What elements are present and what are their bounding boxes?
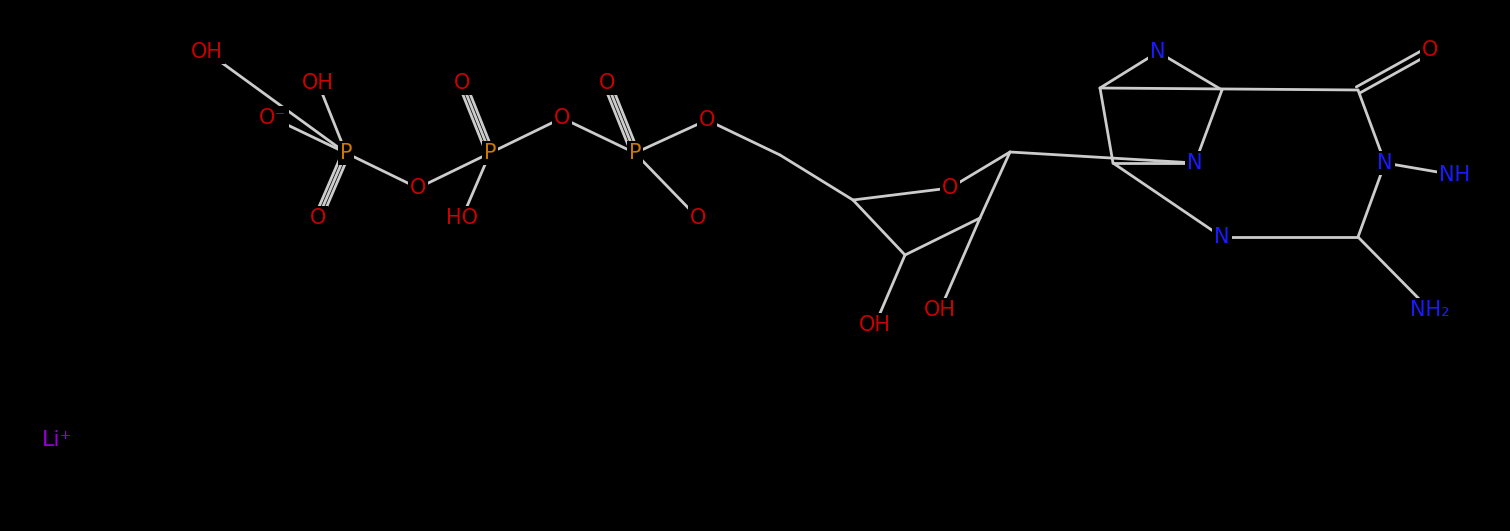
Text: O: O — [554, 108, 571, 128]
Text: O⁻: O⁻ — [260, 108, 287, 128]
Text: O: O — [310, 208, 326, 228]
Text: OH: OH — [190, 42, 223, 62]
Text: O: O — [699, 110, 716, 130]
Text: NH₂: NH₂ — [1410, 300, 1450, 320]
Text: P: P — [483, 143, 497, 163]
Text: P: P — [628, 143, 642, 163]
Text: N: N — [1214, 227, 1229, 247]
Text: OH: OH — [302, 73, 334, 93]
Text: O: O — [455, 73, 470, 93]
Text: NH: NH — [1439, 165, 1471, 185]
Text: P: P — [340, 143, 352, 163]
Text: N: N — [1151, 42, 1166, 62]
Text: Li⁺: Li⁺ — [42, 430, 72, 450]
Text: N: N — [1377, 153, 1392, 173]
Text: OH: OH — [859, 315, 891, 335]
Text: O: O — [942, 178, 959, 198]
Text: OH: OH — [924, 300, 956, 320]
Text: O: O — [690, 208, 707, 228]
Text: N: N — [1187, 153, 1203, 173]
Text: O: O — [1422, 40, 1438, 60]
Text: HO: HO — [445, 208, 479, 228]
Text: O: O — [599, 73, 615, 93]
Text: O: O — [409, 178, 426, 198]
